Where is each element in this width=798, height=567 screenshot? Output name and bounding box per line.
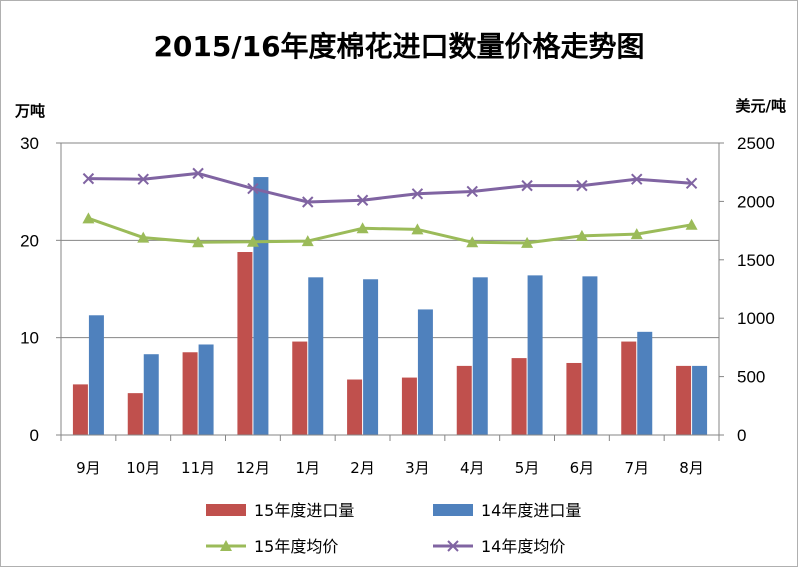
bar <box>182 352 198 435</box>
point-marker <box>82 172 95 185</box>
legend-label: 14年度进口量 <box>481 501 581 520</box>
point-marker <box>466 236 479 248</box>
point-marker <box>575 229 588 241</box>
right-tick-label: 2500 <box>737 134 775 153</box>
point-marker <box>356 194 369 206</box>
bar <box>401 377 417 435</box>
chart-title: 2015/16年度棉花进口数量价格走势图 <box>153 30 644 63</box>
category-label: 8月 <box>679 459 704 477</box>
bar <box>253 177 269 436</box>
category-label: 6月 <box>570 459 595 477</box>
category-label: 4月 <box>460 459 485 477</box>
bar <box>692 365 708 435</box>
bar <box>88 315 104 435</box>
point-marker <box>137 173 149 185</box>
left-tick-label: 30 <box>20 134 39 153</box>
category-label: 10月 <box>126 459 160 477</box>
point-marker <box>192 167 204 180</box>
point-marker <box>246 235 259 247</box>
bar <box>72 384 88 435</box>
bar <box>347 379 363 435</box>
legend-swatch <box>206 504 246 516</box>
point-marker <box>685 218 698 230</box>
right-tick-label: 1500 <box>737 251 775 270</box>
left-tick-label: 0 <box>30 426 39 445</box>
bar <box>527 275 543 435</box>
bar <box>127 393 143 435</box>
point-marker <box>192 236 205 248</box>
point-marker <box>411 223 424 235</box>
bar <box>308 277 324 435</box>
point-marker <box>685 177 698 190</box>
category-label: 3月 <box>405 459 430 477</box>
bar <box>676 365 692 435</box>
point-marker <box>301 235 314 247</box>
series-line <box>88 171 692 204</box>
point-marker <box>356 222 369 234</box>
bar <box>198 344 214 435</box>
bar <box>621 341 637 435</box>
category-label: 12月 <box>236 459 270 477</box>
bar <box>582 276 598 435</box>
category-label: 2月 <box>350 459 375 477</box>
axes <box>56 142 724 441</box>
point-marker <box>576 179 588 192</box>
bar <box>472 277 488 435</box>
point-marker <box>411 188 424 200</box>
series-line <box>87 216 692 245</box>
legend-marker <box>447 540 459 552</box>
category-label: 11月 <box>181 459 215 477</box>
legend-label: 15年度均价 <box>254 537 338 556</box>
bar <box>456 365 472 435</box>
category-label: 9月 <box>76 459 101 477</box>
legend: 15年度进口量 14年度进口量 15年度均价 14年度均价 <box>206 501 581 556</box>
point-marker <box>302 196 314 208</box>
point-marker <box>631 173 643 185</box>
bar <box>292 341 308 435</box>
bar <box>363 279 379 435</box>
bar <box>237 252 253 435</box>
line-layer <box>82 167 698 248</box>
left-tick-label: 20 <box>20 231 39 250</box>
tick-labels: 0 10 20 30 0 500 1000 1500 2000 2500 9月 10月 11月 12月 1月… <box>20 134 775 477</box>
right-tick-label: 1000 <box>737 309 775 328</box>
point-marker <box>82 212 95 224</box>
point-marker <box>466 185 478 198</box>
category-label: 1月 <box>295 459 320 477</box>
point-marker <box>521 236 534 248</box>
left-axis-unit: 万吨 <box>14 102 45 120</box>
bar <box>511 358 527 435</box>
bar-layer <box>72 177 708 436</box>
bar <box>566 362 582 435</box>
right-axis-unit: 美元/吨 <box>736 97 786 115</box>
right-tick-label: 0 <box>737 426 746 445</box>
legend-label: 15年度进口量 <box>254 501 354 520</box>
category-label: 7月 <box>624 459 649 477</box>
left-tick-label: 10 <box>20 329 39 348</box>
legend-swatch <box>433 504 473 516</box>
bar <box>143 354 159 435</box>
right-tick-label: 500 <box>737 368 765 387</box>
legend-label: 14年度均价 <box>481 537 565 556</box>
point-marker <box>247 182 259 195</box>
point-marker <box>630 228 643 240</box>
bar <box>637 331 653 435</box>
bar <box>417 309 433 435</box>
right-tick-label: 2000 <box>737 192 775 211</box>
point-marker <box>137 231 150 243</box>
category-label: 5月 <box>515 459 540 477</box>
legend-marker <box>220 540 232 551</box>
point-marker <box>521 179 533 192</box>
